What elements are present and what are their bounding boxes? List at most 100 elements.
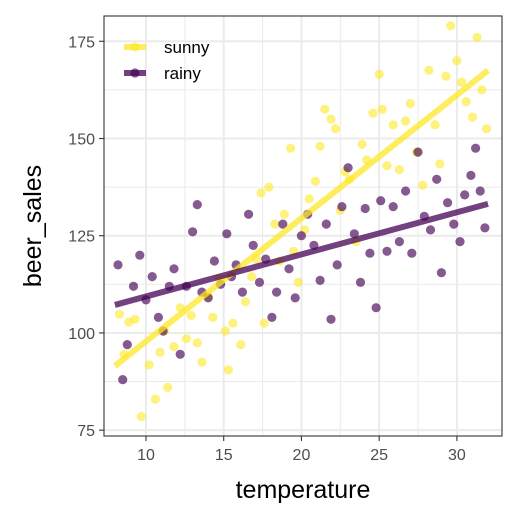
rainy-point [426,225,435,234]
sunny-point [441,72,450,81]
sunny-point [247,272,256,281]
rainy-point [337,202,346,211]
sunny-point [305,194,314,203]
sunny-point [280,210,289,219]
sunny-point [452,56,461,65]
sunny-point [221,326,230,335]
rainy-point [129,282,138,291]
sunny-point [382,161,391,170]
sunny-point [424,66,433,75]
rainy-point [407,249,416,258]
rainy-point [382,247,391,256]
y-tick-label: 100 [68,326,95,343]
rainy-point [222,229,231,238]
sunny-point [131,315,140,324]
x-tick-label: 15 [215,447,233,464]
legend-key-point-rainy [130,68,139,77]
rainy-point [466,171,475,180]
rainy-point [376,196,385,205]
sunny-point [482,124,491,133]
sunny-point [193,338,202,347]
sunny-point [155,348,164,357]
sunny-point [294,278,303,287]
sunny-point [316,142,325,151]
sunny-point [431,120,440,129]
sunny-point [462,97,471,106]
rainy-point [113,260,122,269]
sunny-point [182,334,191,343]
rainy-point [333,260,342,269]
rainy-point [244,210,253,219]
rainy-point [480,223,489,232]
rainy-point [322,220,331,229]
rainy-point [210,256,219,265]
sunny-point [401,116,410,125]
rainy-point [272,288,281,297]
rainy-point [455,237,464,246]
rainy-point [344,163,353,172]
sunny-point [331,124,340,133]
legend-key-point-sunny [130,42,139,51]
sunny-point [286,144,295,153]
rainy-point [316,276,325,285]
x-tick-label: 20 [293,447,311,464]
rainy-point [395,237,404,246]
rainy-point [365,249,374,258]
rainy-point [389,202,398,211]
y-axis-title: beer_sales [19,165,47,287]
rainy-point [284,264,293,273]
sunny-point [187,311,196,320]
rainy-point [297,231,306,240]
rainy-point [443,198,452,207]
sunny-point [197,358,206,367]
y-tick-label: 150 [68,132,95,149]
rainy-point [249,241,258,250]
rainy-point [372,303,381,312]
rainy-point [476,186,485,195]
sunny-point [446,21,455,30]
y-tick-label: 75 [77,423,95,440]
rainy-point [432,175,441,184]
sunny-point [163,383,172,392]
sunny-point [477,85,486,94]
sunny-point [473,33,482,42]
rainy-point [118,375,127,384]
sunny-point [389,120,398,129]
sunny-point [236,340,245,349]
y-tick-label: 125 [68,229,95,246]
rainy-point [176,350,185,359]
sunny-point [358,140,367,149]
rainy-point [460,190,469,199]
rainy-point [188,227,197,236]
sunny-point [260,319,269,328]
sunny-point [264,183,273,192]
sunny-point [368,109,377,118]
sunny-point [468,113,477,122]
rainy-point [123,340,132,349]
rainy-point [267,313,276,322]
rainy-point [148,272,157,281]
sunny-point [137,412,146,421]
rainy-point [401,186,410,195]
sunny-point [418,181,427,190]
rainy-point [238,288,247,297]
y-tick-label: 175 [68,34,95,51]
rainy-point [135,251,144,260]
rainy-point [169,264,178,273]
rainy-point [154,313,163,322]
sunny-point [228,319,237,328]
sunny-point [256,188,265,197]
sunny-point [169,342,178,351]
sunny-point [115,310,124,319]
legend-label-rainy: rainy [164,64,201,83]
x-tick-label: 10 [137,447,155,464]
sunny-point [395,165,404,174]
sunny-point [145,360,154,369]
rainy-point [356,278,365,287]
x-axis-title: temperature [236,476,371,504]
sunny-point [320,105,329,114]
sunny-point [375,70,384,79]
rainy-point [361,204,370,213]
rainy-point [437,268,446,277]
rainy-point [471,144,480,153]
